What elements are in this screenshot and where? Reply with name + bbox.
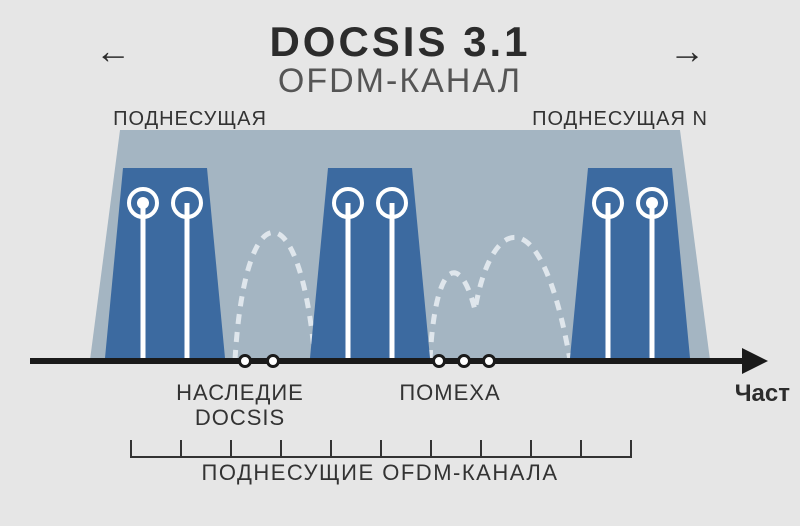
ruler-tick — [180, 440, 182, 458]
noise-marker — [432, 354, 446, 368]
diagram-stage: ПОДНЕСУЩАЯ 1 ПОДНЕСУЩАЯ N ↓ ↓ Част — [60, 100, 740, 480]
ruler-tick — [130, 440, 132, 458]
title-main: DOCSIS 3.1 — [269, 18, 530, 66]
legacy-marker — [266, 354, 280, 368]
arrow-left-icon: ← — [95, 30, 131, 72]
ruler-tick — [580, 440, 582, 458]
axis-label: Част — [735, 380, 790, 408]
ruler-tick — [530, 440, 532, 458]
carrier-block-1 — [105, 168, 225, 358]
legacy-label: НАСЛЕДИЕDOCSIS — [160, 380, 320, 431]
subcarrier-ruler — [130, 438, 630, 458]
frequency-axis — [30, 358, 750, 364]
subcarrier-n-label: ПОДНЕСУЩАЯ N — [530, 108, 710, 131]
ruler-tick — [330, 440, 332, 458]
ruler-label: ПОДНЕСУЩИЕ OFDM-КАНАЛА — [120, 460, 640, 486]
ruler-tick — [230, 440, 232, 458]
ruler-tick — [280, 440, 282, 458]
noise-marker — [482, 354, 496, 368]
ruler-tick — [380, 440, 382, 458]
arrow-right-icon: → — [669, 30, 705, 72]
noise-label: ПОМЕХА — [380, 380, 520, 406]
carrier-block-2 — [310, 168, 430, 358]
noise-marker — [457, 354, 471, 368]
legacy-marker — [238, 354, 252, 368]
carrier-block-3 — [570, 168, 690, 358]
ruler-tick — [430, 440, 432, 458]
ruler-tick — [480, 440, 482, 458]
ruler-tick — [630, 440, 632, 458]
